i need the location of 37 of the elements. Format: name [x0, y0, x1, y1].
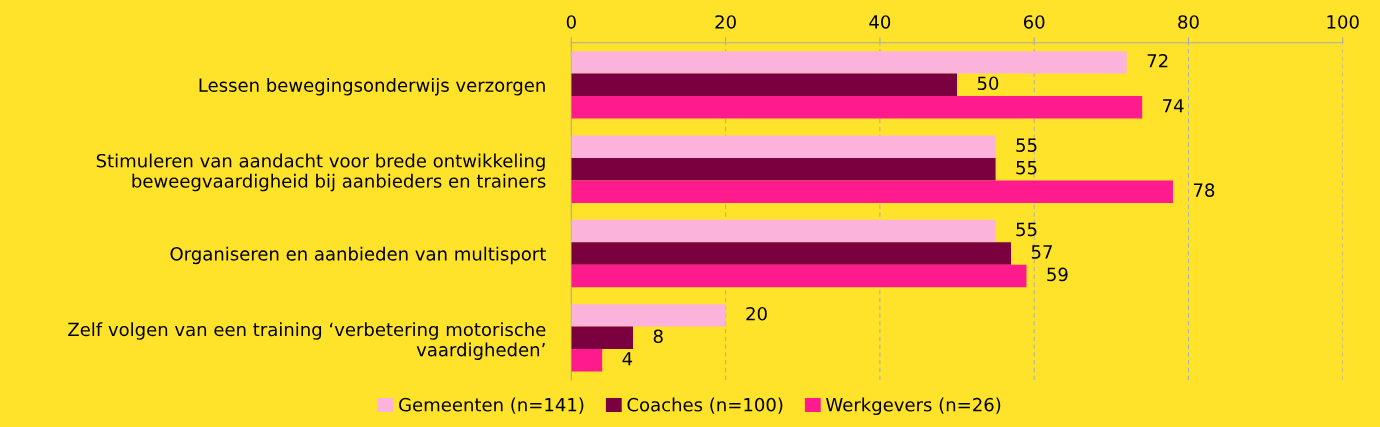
data-label: 78 — [1193, 183, 1215, 197]
y-tick-label: Lessen bewegingsonderwijs verzorgen — [199, 78, 545, 96]
x-tick-label: 100 — [1327, 15, 1359, 29]
x-tick-label: 60 — [1023, 15, 1045, 29]
bar — [571, 51, 1127, 74]
x-tick-label: 80 — [1178, 15, 1199, 29]
data-label: 55 — [1016, 161, 1037, 175]
bar — [571, 96, 1143, 119]
bar — [571, 180, 1174, 203]
data-label: 55 — [1016, 138, 1037, 152]
legend-label: Coaches (n=100) — [627, 397, 783, 414]
bar — [571, 304, 726, 327]
data-label: 74 — [1163, 99, 1184, 113]
data-label: 4 — [622, 352, 633, 366]
x-tick-label: 40 — [869, 15, 891, 29]
legend-label: Werkgevers (n=26) — [826, 397, 1001, 416]
legend-label: Gemeenten (n=141) — [399, 397, 584, 414]
bar — [571, 157, 996, 181]
data-label: 20 — [746, 306, 767, 321]
bar — [571, 349, 603, 372]
data-label: 55 — [1016, 222, 1037, 237]
y-tick-label: Organiseren en aanbieden van multisport — [170, 246, 546, 265]
bar — [571, 326, 634, 350]
bar — [571, 73, 958, 97]
data-label: 59 — [1047, 267, 1068, 282]
bar — [571, 135, 996, 158]
data-label: 50 — [977, 76, 999, 91]
data-label: 57 — [1031, 245, 1052, 259]
bar — [571, 264, 1027, 288]
y-tick-label: Zelf volgen van een training ‘verbetering motorische vaardigheden’ — [68, 322, 546, 360]
data-label: 72 — [1147, 53, 1168, 68]
bar — [571, 219, 996, 243]
data-label: 8 — [653, 329, 663, 344]
x-tick-label: 0 — [566, 15, 576, 29]
x-tick-label: 20 — [715, 15, 736, 29]
y-tick-label: Stimuleren van aandacht voor brede ontwikkeling beweegvaardigheid bij aanbieders en trainers — [96, 153, 546, 192]
bar — [571, 242, 1012, 265]
